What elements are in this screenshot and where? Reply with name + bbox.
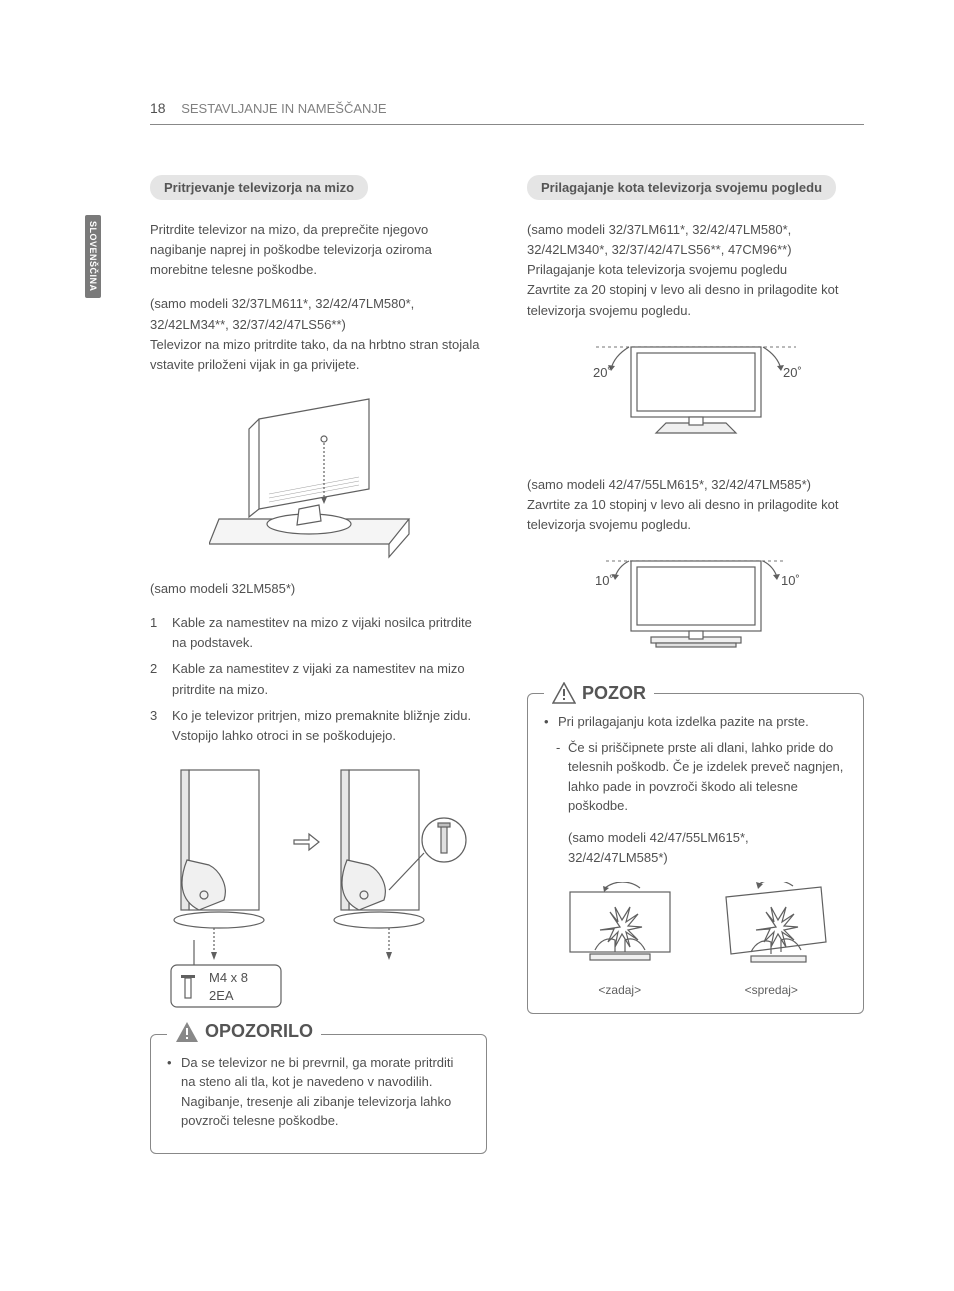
label-front: <spredaj>	[711, 983, 831, 997]
caution-bullet-2: Če si priščipnete prste ali dlani, lahko…	[544, 738, 847, 816]
caution-fig-front: <spredaj>	[711, 882, 831, 997]
svg-text:10˚: 10˚	[781, 573, 800, 588]
screw-spec: M4 x 8	[209, 970, 248, 985]
section-name: SESTAVLJANJE IN NAMEŠČANJE	[181, 101, 386, 116]
caution-fig-back: <zadaj>	[560, 882, 680, 997]
warning-box: OPOZORILO Da se televizor ne bi prevrnil…	[150, 1034, 487, 1154]
right-section-title: Prilagajanje kota televizorja svojemu po…	[527, 175, 836, 200]
tv-table-screw-diagram	[150, 389, 487, 559]
svg-text:20˚: 20˚	[783, 365, 802, 380]
caution-icon	[552, 682, 576, 704]
step-3: Ko je televizor pritrjen, mizo premaknit…	[150, 706, 487, 746]
left-para-1: Pritrdite televizor na mizo, da prepreči…	[150, 220, 487, 280]
left-para-2: (samo modeli 32/37LM611*, 32/42/47LM580*…	[150, 294, 487, 375]
caution-title: POZOR	[544, 682, 654, 704]
step-2: Kable za namestitev z vijaki za namestit…	[150, 659, 487, 699]
caution-bullet-1: Pri prilagajanju kota izdelka pazite na …	[544, 712, 847, 732]
warning-text: Da se televizor ne bi prevrnil, ga morat…	[167, 1053, 470, 1131]
left-para-3: (samo modeli 32LM585*)	[150, 579, 487, 599]
right-column: Prilagajanje kota televizorja svojemu po…	[527, 175, 864, 1154]
page-header: 18 SESTAVLJANJE IN NAMEŠČANJE	[150, 100, 864, 125]
cable-mount-diagram: M4 x 8 2EA	[150, 760, 487, 1010]
right-para-2: (samo modeli 42/47/55LM615*, 32/42/47LM5…	[527, 475, 864, 535]
label-back: <zadaj>	[560, 983, 680, 997]
warning-title: OPOZORILO	[167, 1021, 321, 1043]
right-para-1: (samo modeli 32/37LM611*, 32/42/47LM580*…	[527, 220, 864, 321]
caution-models: (samo modeli 42/47/55LM615*, 32/42/47LM5…	[544, 828, 847, 868]
warning-icon	[175, 1021, 199, 1043]
swivel-20-diagram: 20˚ 20˚	[527, 335, 864, 445]
left-column: Pritrjevanje televizorja na mizo Pritrdi…	[150, 175, 487, 1154]
page-number: 18	[150, 100, 166, 116]
screw-qty: 2EA	[209, 988, 234, 1003]
svg-text:10˚: 10˚	[595, 573, 614, 588]
language-tab: SLOVENŠČINA	[85, 215, 101, 298]
steps-list: Kable za namestitev na mizo z vijaki nos…	[150, 613, 487, 746]
swivel-10-diagram: 10˚ 10˚	[527, 549, 864, 659]
step-1: Kable za namestitev na mizo z vijaki nos…	[150, 613, 487, 653]
left-section-title: Pritrjevanje televizorja na mizo	[150, 175, 368, 200]
svg-text:20˚: 20˚	[593, 365, 612, 380]
caution-box: POZOR Pri prilagajanju kota izdelka pazi…	[527, 693, 864, 1014]
